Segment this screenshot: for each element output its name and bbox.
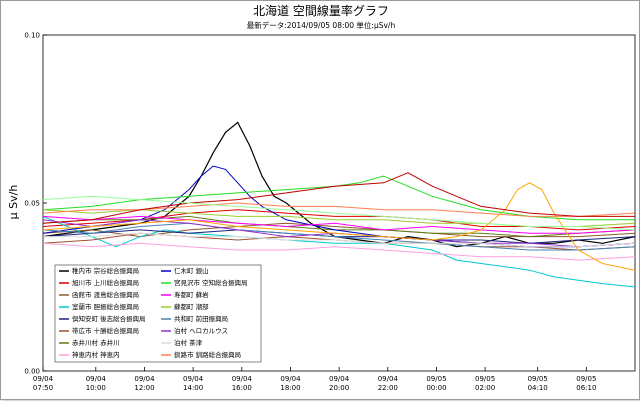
legend-label: 帯広市 十勝総合振興局 (72, 326, 139, 335)
legend-label: 函館市 渡島総合振興局 (72, 290, 139, 299)
y-tick-label: 0.05 (24, 200, 40, 208)
series-line (42, 121, 636, 248)
x-tick-time: 20:00 (329, 384, 349, 392)
legend-label: 寿都町 蘇岩 (174, 290, 209, 299)
legend-label: 宮見沢市 空知総合振興局 (174, 278, 248, 287)
series-line (42, 222, 636, 251)
y-axis-label: μ Sv/h (7, 185, 20, 220)
x-tick-time: 00:00 (426, 384, 446, 392)
x-tick-date: 09/05 (475, 375, 495, 383)
x-tick-time: 10:00 (86, 384, 106, 392)
legend-label: 仁木町 銀山 (174, 266, 209, 275)
y-tick-label: 0.10 (24, 32, 40, 40)
x-tick-time: 22:00 (378, 384, 398, 392)
series-lines (42, 121, 636, 288)
x-tick-time: 02:00 (475, 384, 495, 392)
x-tick-time: 12:00 (134, 384, 154, 392)
series-line (43, 232, 636, 248)
series-line (42, 195, 636, 231)
x-tick-date: 09/04 (329, 375, 350, 383)
x-tick-time: 18:00 (280, 384, 300, 392)
x-tick-time: 07:50 (33, 384, 53, 392)
legend-label: 釧路市 釧路総合振興局 (174, 350, 241, 359)
x-tick-date: 09/04 (232, 375, 253, 383)
x-tick-time: 14:00 (183, 384, 203, 392)
legend-label: 泊村 ヘロカルウス (174, 326, 228, 335)
legend-label: 泊村 茶津 (174, 338, 203, 347)
x-tick-date: 09/04 (33, 375, 54, 383)
x-tick-date: 09/04 (86, 375, 107, 383)
series-line (42, 172, 635, 224)
x-tick-date: 09/05 (426, 375, 446, 383)
x-tick-date: 09/04 (183, 375, 204, 383)
series-line (42, 215, 636, 234)
legend-box (54, 264, 262, 363)
x-tick-time: 16:00 (232, 384, 252, 392)
y-axis: 0.00 0.05 0.10 (24, 32, 47, 376)
legend-label: 神恵内村 神恵内 (72, 350, 120, 359)
x-tick-date: 09/05 (528, 375, 548, 383)
x-axis: 09/0407:5009/0410:0009/0412:0009/0414:00… (33, 367, 596, 392)
legend-label: 倶知安町 後志総合振興局 (72, 314, 146, 323)
x-tick-date: 09/04 (134, 375, 155, 383)
legend-label: 旭川市 上川総合振興局 (72, 278, 139, 287)
x-tick-time: 06:10 (576, 384, 596, 392)
series-line (42, 242, 636, 261)
x-tick-time: 04:10 (528, 384, 548, 392)
legend-label: 稚内市 宗谷総合振興局 (72, 266, 139, 275)
x-tick-date: 09/05 (576, 375, 596, 383)
chart-title: 北海道 空間線量率グラフ (253, 3, 389, 18)
legend-label: 共和町 前田振興局 (174, 314, 228, 323)
series-line (42, 175, 635, 221)
x-tick-date: 09/04 (378, 375, 399, 383)
series-line (42, 182, 636, 271)
chart-subtitle: 最新データ:2014/09/05 08:00 単位:μSv/h (247, 20, 396, 30)
legend-label: 蘇都町 潮部 (174, 302, 209, 311)
y-tick-label: 0.00 (24, 368, 40, 376)
x-tick-date: 09/04 (280, 375, 301, 383)
legend-label: 室蘭市 胆振総合振興局 (72, 302, 139, 311)
legend-label: 赤井川村 赤井川 (72, 338, 120, 347)
